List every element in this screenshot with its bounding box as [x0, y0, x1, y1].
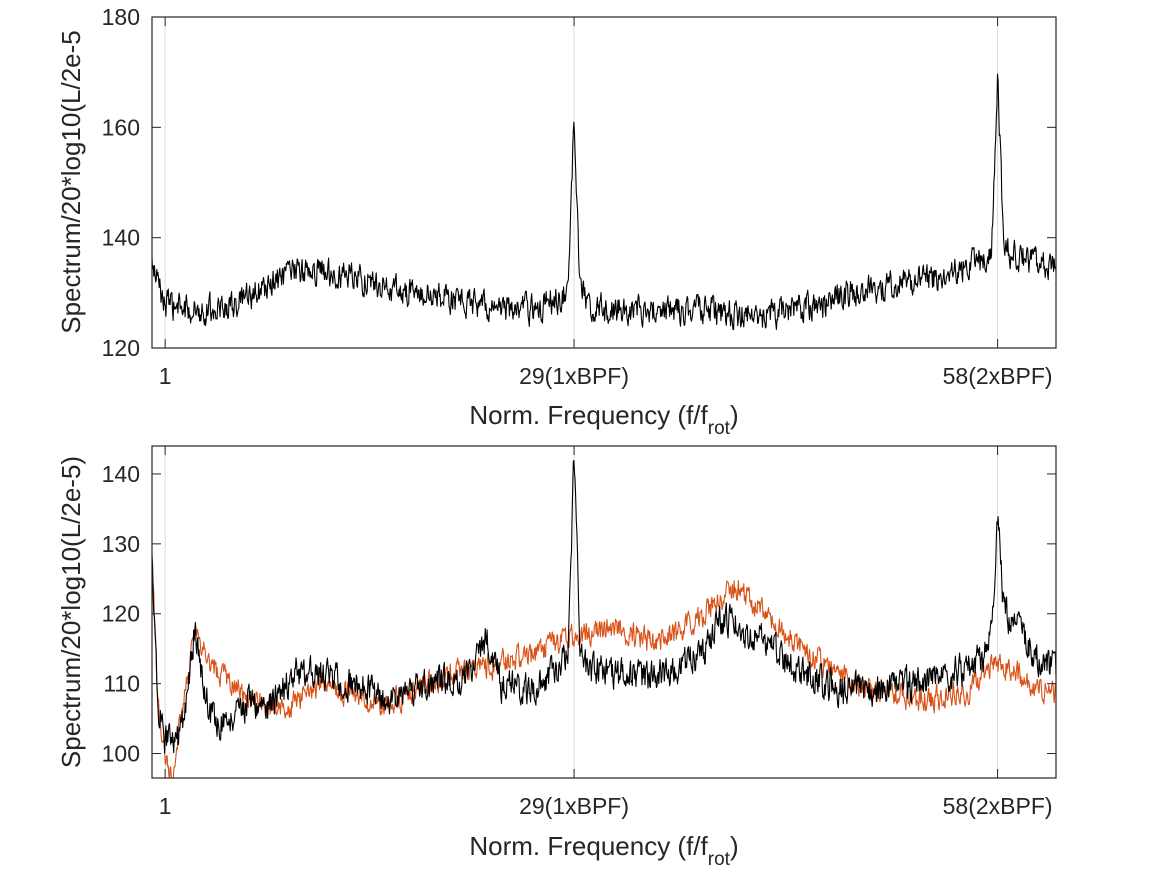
axes-box [151, 16, 1057, 349]
y-axis-label: Spectrum/20*log10(L/2e-5 [56, 30, 86, 334]
series-line-0 [152, 73, 1056, 331]
x-tick-label: 58(2xBPF) [943, 793, 1053, 819]
x-axis-label: Norm. Frequency (f/frot) [469, 831, 738, 870]
y-tick-label: 100 [102, 741, 140, 767]
y-tick-label: 140 [102, 225, 140, 251]
y-tick-label: 130 [102, 531, 140, 557]
y-tick-label: 180 [102, 4, 140, 30]
y-tick-label: 140 [102, 461, 140, 487]
series-line-1 [152, 459, 1056, 754]
y-axis-label: Spectrum/20*log10(L/2e-5) [56, 456, 86, 768]
x-tick-label: 29(1xBPF) [519, 363, 629, 389]
x-tick-label: 58(2xBPF) [943, 363, 1053, 389]
x-axis-label-main: Norm. Frequency (f/f [469, 831, 708, 861]
x-axis-label: Norm. Frequency (f/frot) [469, 400, 738, 439]
x-tick-label: 29(1xBPF) [519, 793, 629, 819]
x-axis-label-main: Norm. Frequency (f/f [469, 400, 708, 430]
top-spectrum-panel: 120 140 160 180 1 29(1xBPF) 58(2xBPF) Norm. Fre… [56, 4, 1057, 439]
x-tick-label: 1 [159, 363, 172, 389]
x-axis-label-close: ) [730, 400, 739, 430]
series-line-0 [152, 557, 1056, 778]
y-tick-label: 160 [102, 114, 140, 140]
x-axis-label-subscript: rot [708, 849, 731, 870]
axes-box [151, 445, 1057, 779]
bottom-spectrum-panel: 100 110 120 130 140 1 29(1xBPF) 58(2xBPF) Norm. … [56, 445, 1057, 870]
x-axis-label-subscript: rot [708, 418, 731, 439]
x-tick-label: 1 [159, 793, 172, 819]
y-tick-label: 120 [102, 335, 140, 361]
y-tick-label: 120 [102, 601, 140, 627]
y-tick-label: 110 [103, 671, 140, 697]
x-axis-label-close: ) [730, 831, 739, 861]
